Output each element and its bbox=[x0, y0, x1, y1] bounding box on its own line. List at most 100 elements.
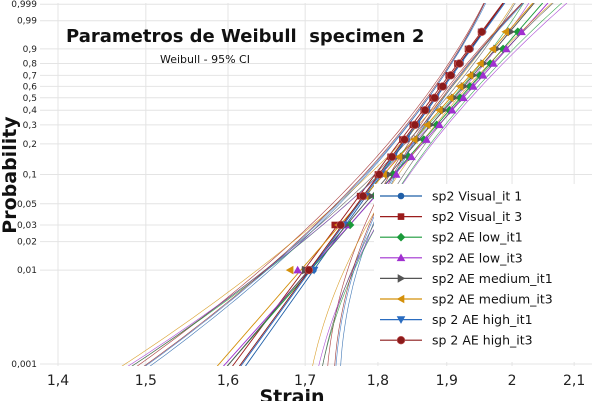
legend-label: sp2 AE low_it1 bbox=[432, 230, 523, 245]
y-tick-label: 0,999 bbox=[11, 0, 37, 10]
legend-label: sp2 AE medium_it3 bbox=[432, 292, 553, 307]
data-point bbox=[430, 93, 439, 102]
legend-label: sp2 AE low_it3 bbox=[432, 250, 523, 265]
y-tick-label: 0,6 bbox=[23, 82, 38, 92]
legend-marker bbox=[396, 232, 406, 242]
y-tick-label: 0,8 bbox=[23, 60, 38, 70]
legend-label: sp2 Visual_it 3 bbox=[432, 209, 522, 224]
data-point bbox=[476, 59, 484, 68]
data-point bbox=[358, 191, 368, 201]
data-point bbox=[391, 170, 401, 178]
data-point bbox=[435, 105, 443, 115]
data-point bbox=[422, 135, 431, 143]
x-tick-label: 2,1 bbox=[563, 373, 585, 389]
ci-lower-line bbox=[131, 3, 516, 366]
data-point bbox=[394, 152, 403, 162]
data-point bbox=[459, 93, 468, 102]
x-tick-label: 1,4 bbox=[47, 373, 69, 389]
data-point bbox=[468, 82, 478, 90]
data-point bbox=[404, 152, 413, 162]
data-point bbox=[445, 105, 454, 115]
data-point bbox=[447, 105, 457, 114]
data-point bbox=[304, 265, 314, 275]
y-tick-label: 0,9 bbox=[23, 45, 38, 55]
data-point bbox=[507, 27, 516, 37]
data-point bbox=[432, 120, 441, 130]
y-tick-label: 0,3 bbox=[23, 121, 37, 131]
legend-label: sp 2 AE high_it3 bbox=[432, 333, 533, 348]
legend-item: sp2 Visual_it 3 bbox=[380, 209, 522, 224]
x-tick-label: 2 bbox=[508, 373, 517, 389]
legend-marker bbox=[396, 336, 406, 345]
data-point bbox=[345, 220, 355, 230]
y-tick-labels: 0,0010,010,020,030,050,10,20,30,40,50,60… bbox=[11, 0, 37, 370]
y-tick-label: 0,4 bbox=[23, 106, 38, 116]
y-tick-label: 0,5 bbox=[23, 94, 37, 104]
y-tick-label: 0,03 bbox=[17, 221, 37, 231]
legend-marker bbox=[397, 274, 406, 283]
legend-box bbox=[374, 184, 592, 362]
legend: sp2 Visual_it 1 sp2 Visual_it 3 sp2 AE low… bbox=[374, 184, 592, 362]
data-point bbox=[367, 191, 376, 201]
legend-marker bbox=[397, 213, 405, 220]
y-axis-label: Probability bbox=[0, 116, 21, 234]
data-point bbox=[410, 120, 420, 130]
data-point bbox=[387, 152, 397, 162]
data-point bbox=[435, 120, 444, 129]
y-tick-label: 0,01 bbox=[17, 266, 37, 276]
x-tick-label: 1,5 bbox=[135, 373, 157, 389]
data-point bbox=[465, 44, 474, 54]
data-point bbox=[502, 44, 511, 53]
y-tick-label: 0,001 bbox=[11, 360, 37, 370]
x-tick-label: 1,9 bbox=[436, 373, 458, 389]
x-tick-label: 1,7 bbox=[294, 373, 316, 389]
ci-lower-line bbox=[143, 3, 485, 366]
data-point bbox=[465, 71, 474, 80]
data-point bbox=[455, 59, 464, 68]
data-point bbox=[293, 265, 302, 274]
data-point bbox=[407, 152, 416, 161]
ci-lower-line bbox=[145, 3, 487, 366]
legend-item: sp2 Visual_it 1 bbox=[380, 189, 522, 204]
data-point bbox=[475, 71, 485, 80]
y-tick-label: 0,05 bbox=[17, 200, 37, 210]
data-point bbox=[285, 265, 294, 275]
legend-marker bbox=[396, 253, 406, 262]
data-points bbox=[285, 27, 526, 275]
ci-lower-line bbox=[121, 3, 515, 366]
y-tick-label: 0,7 bbox=[23, 71, 37, 81]
data-point bbox=[438, 82, 447, 91]
y-tick-label: 0,1 bbox=[23, 170, 37, 180]
legend-item: sp 2 AE high_it3 bbox=[380, 333, 533, 348]
data-point bbox=[400, 135, 409, 144]
data-point bbox=[477, 27, 486, 37]
data-point bbox=[445, 93, 454, 103]
data-point bbox=[446, 71, 455, 80]
x-tick-label: 1,6 bbox=[217, 373, 239, 389]
legend-item: sp2 AE low_it1 bbox=[380, 230, 523, 245]
data-point bbox=[385, 170, 393, 179]
x-tick-labels: 1,4 1,5 1,6 1,7 1,8 1,9 2 2,1 bbox=[47, 373, 585, 389]
x-axis-label: Strain bbox=[260, 386, 325, 401]
y-tick-label: 0,2 bbox=[23, 140, 37, 150]
chart-title: Parametros de Weibull specimen 2 bbox=[66, 26, 424, 47]
data-point bbox=[409, 135, 418, 144]
data-point bbox=[455, 82, 464, 91]
y-tick-label: 0,02 bbox=[17, 238, 37, 248]
data-point bbox=[488, 44, 497, 54]
legend-marker bbox=[396, 316, 406, 324]
data-point bbox=[489, 59, 498, 67]
legend-marker bbox=[397, 192, 405, 200]
legend-item: sp2 AE medium_it1 bbox=[380, 271, 553, 286]
data-point bbox=[465, 82, 475, 91]
legend-label: sp2 AE medium_it1 bbox=[432, 271, 553, 286]
legend-item: sp2 AE low_it3 bbox=[380, 250, 523, 265]
legend-item: sp2 AE medium_it3 bbox=[380, 292, 553, 307]
data-point bbox=[422, 120, 431, 130]
chart-subtitle: Weibull - 95% CI bbox=[160, 53, 250, 66]
data-point bbox=[498, 44, 508, 54]
data-point bbox=[478, 71, 488, 79]
x-tick-label: 1,8 bbox=[367, 373, 389, 389]
legend-label: sp 2 AE high_it1 bbox=[432, 312, 533, 327]
